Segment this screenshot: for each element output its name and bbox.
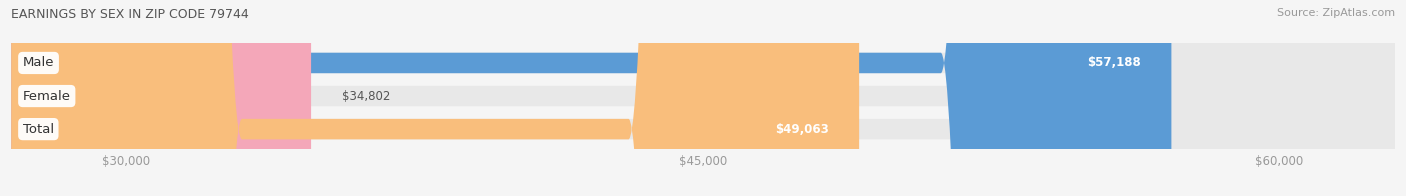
Text: $34,802: $34,802	[342, 90, 391, 103]
FancyBboxPatch shape	[11, 0, 1171, 196]
FancyBboxPatch shape	[11, 0, 1395, 196]
FancyBboxPatch shape	[11, 0, 1395, 196]
FancyBboxPatch shape	[11, 0, 311, 196]
Text: Male: Male	[22, 56, 55, 69]
FancyBboxPatch shape	[11, 0, 1395, 196]
Text: EARNINGS BY SEX IN ZIP CODE 79744: EARNINGS BY SEX IN ZIP CODE 79744	[11, 8, 249, 21]
Text: $49,063: $49,063	[775, 123, 828, 136]
Text: Total: Total	[22, 123, 53, 136]
Text: Source: ZipAtlas.com: Source: ZipAtlas.com	[1277, 8, 1395, 18]
FancyBboxPatch shape	[11, 0, 859, 196]
Text: $57,188: $57,188	[1087, 56, 1140, 69]
Text: Female: Female	[22, 90, 70, 103]
